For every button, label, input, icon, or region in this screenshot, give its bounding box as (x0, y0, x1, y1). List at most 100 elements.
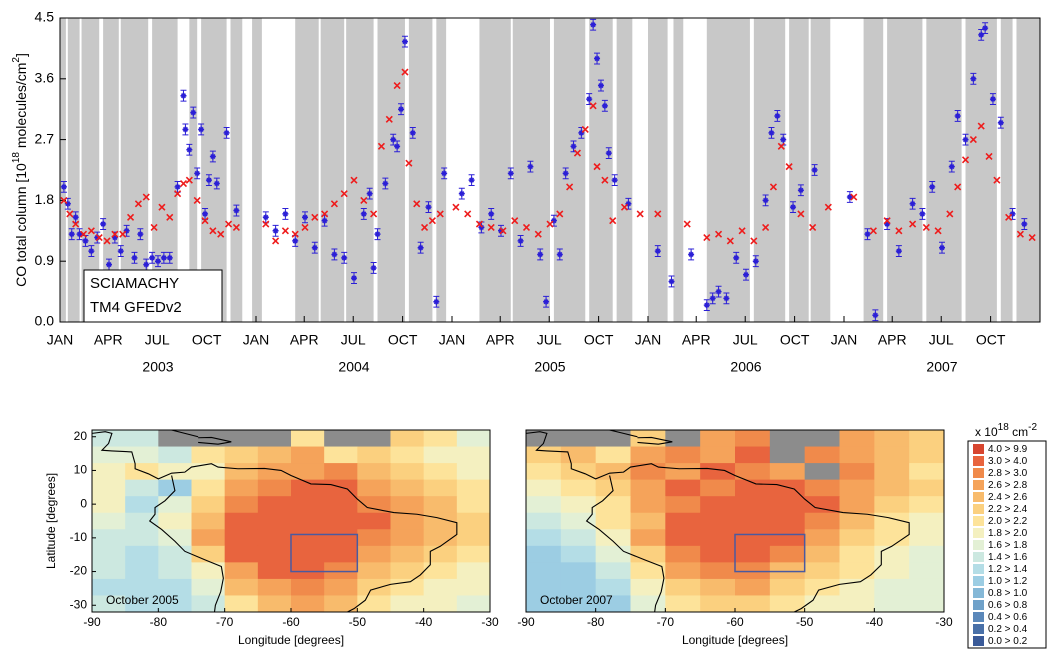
map-cell (595, 496, 631, 514)
point (72, 220, 80, 228)
point (179, 179, 188, 188)
map-cells (92, 430, 490, 612)
map-cell (839, 562, 875, 580)
map-cell (909, 595, 944, 612)
map-cell (560, 496, 597, 514)
label-part: molecules/cm (13, 63, 29, 152)
point (119, 230, 127, 238)
map-cell (158, 479, 192, 497)
x-tick-label: APR (682, 332, 711, 348)
point (282, 210, 289, 217)
map-cell (324, 463, 358, 481)
point (420, 223, 429, 231)
point (351, 275, 357, 282)
year-label: 2006 (730, 359, 761, 375)
map-cell (224, 463, 259, 481)
x-tick-label: OCT (388, 332, 418, 348)
x-tick-label: JUL (929, 332, 954, 348)
point (166, 254, 173, 261)
map-cell (257, 512, 292, 530)
map-cell (839, 545, 875, 563)
point (605, 150, 612, 157)
map-cell (839, 595, 875, 612)
map-cell (560, 430, 597, 448)
point (993, 176, 1001, 184)
point (797, 210, 805, 218)
point (543, 298, 550, 305)
data-band (67, 18, 80, 322)
point (150, 223, 158, 231)
point (198, 126, 205, 133)
label-part: x 10 (975, 425, 998, 439)
map-cell (291, 512, 325, 530)
x-tick-label: OCT (780, 332, 810, 348)
x-tick-label: JUL (341, 332, 366, 348)
point (954, 112, 961, 119)
point (123, 227, 130, 234)
map-cell (769, 595, 806, 612)
map-cell (735, 496, 771, 514)
map-cell (595, 578, 631, 596)
legend-label: 4.0 > 9.9 (988, 444, 1028, 455)
map-cell (390, 578, 425, 596)
map-cell (526, 463, 562, 481)
point (370, 264, 377, 271)
point (464, 210, 472, 218)
map-cell (735, 578, 771, 596)
point (340, 190, 348, 198)
point (143, 261, 150, 268)
data-band (965, 18, 997, 322)
map-cell (735, 595, 771, 612)
map-cell (769, 430, 806, 448)
x-tick-label: JAN (243, 332, 269, 348)
point (487, 223, 495, 231)
map-cell (526, 446, 562, 464)
map-cell (390, 529, 425, 547)
point (589, 102, 597, 110)
map-cell (257, 479, 292, 497)
point (733, 254, 740, 261)
legend-label: 2.0 > 2.2 (988, 516, 1028, 527)
data-band (1016, 18, 1040, 322)
point (302, 214, 308, 221)
point (573, 149, 582, 157)
map-cell (630, 430, 666, 448)
point (87, 227, 95, 235)
map-cell (191, 562, 226, 580)
map-cell (92, 479, 126, 497)
point (594, 55, 601, 62)
point (360, 210, 367, 217)
map-cell (191, 578, 226, 596)
point (517, 237, 524, 244)
point (895, 227, 903, 235)
point (919, 210, 926, 217)
point (752, 258, 759, 265)
x-tick-label: -40 (415, 615, 433, 629)
map-cell (804, 595, 840, 612)
map-cell (630, 479, 666, 497)
legend-swatch (973, 456, 984, 466)
label-part: cm (1009, 425, 1028, 439)
x-axis-title: Longitude [degrees] (238, 633, 344, 647)
map-cell (769, 512, 806, 530)
map-cell (291, 496, 325, 514)
point (94, 234, 101, 241)
map-cell (224, 562, 259, 580)
point (738, 227, 746, 235)
point (982, 25, 989, 32)
map-cell (769, 578, 806, 596)
point (185, 176, 193, 184)
point (366, 190, 373, 197)
map-cell (158, 463, 192, 481)
year-label: 2005 (534, 359, 565, 375)
x-tick-label: -40 (866, 615, 884, 629)
point (586, 96, 593, 103)
map-cell (125, 595, 159, 612)
legend-label: 1.6 > 1.8 (988, 540, 1028, 551)
map-cell (390, 446, 425, 464)
map-cell (874, 463, 910, 481)
point (654, 248, 661, 255)
map-cell (224, 496, 259, 514)
point (186, 146, 193, 153)
point (884, 221, 891, 228)
